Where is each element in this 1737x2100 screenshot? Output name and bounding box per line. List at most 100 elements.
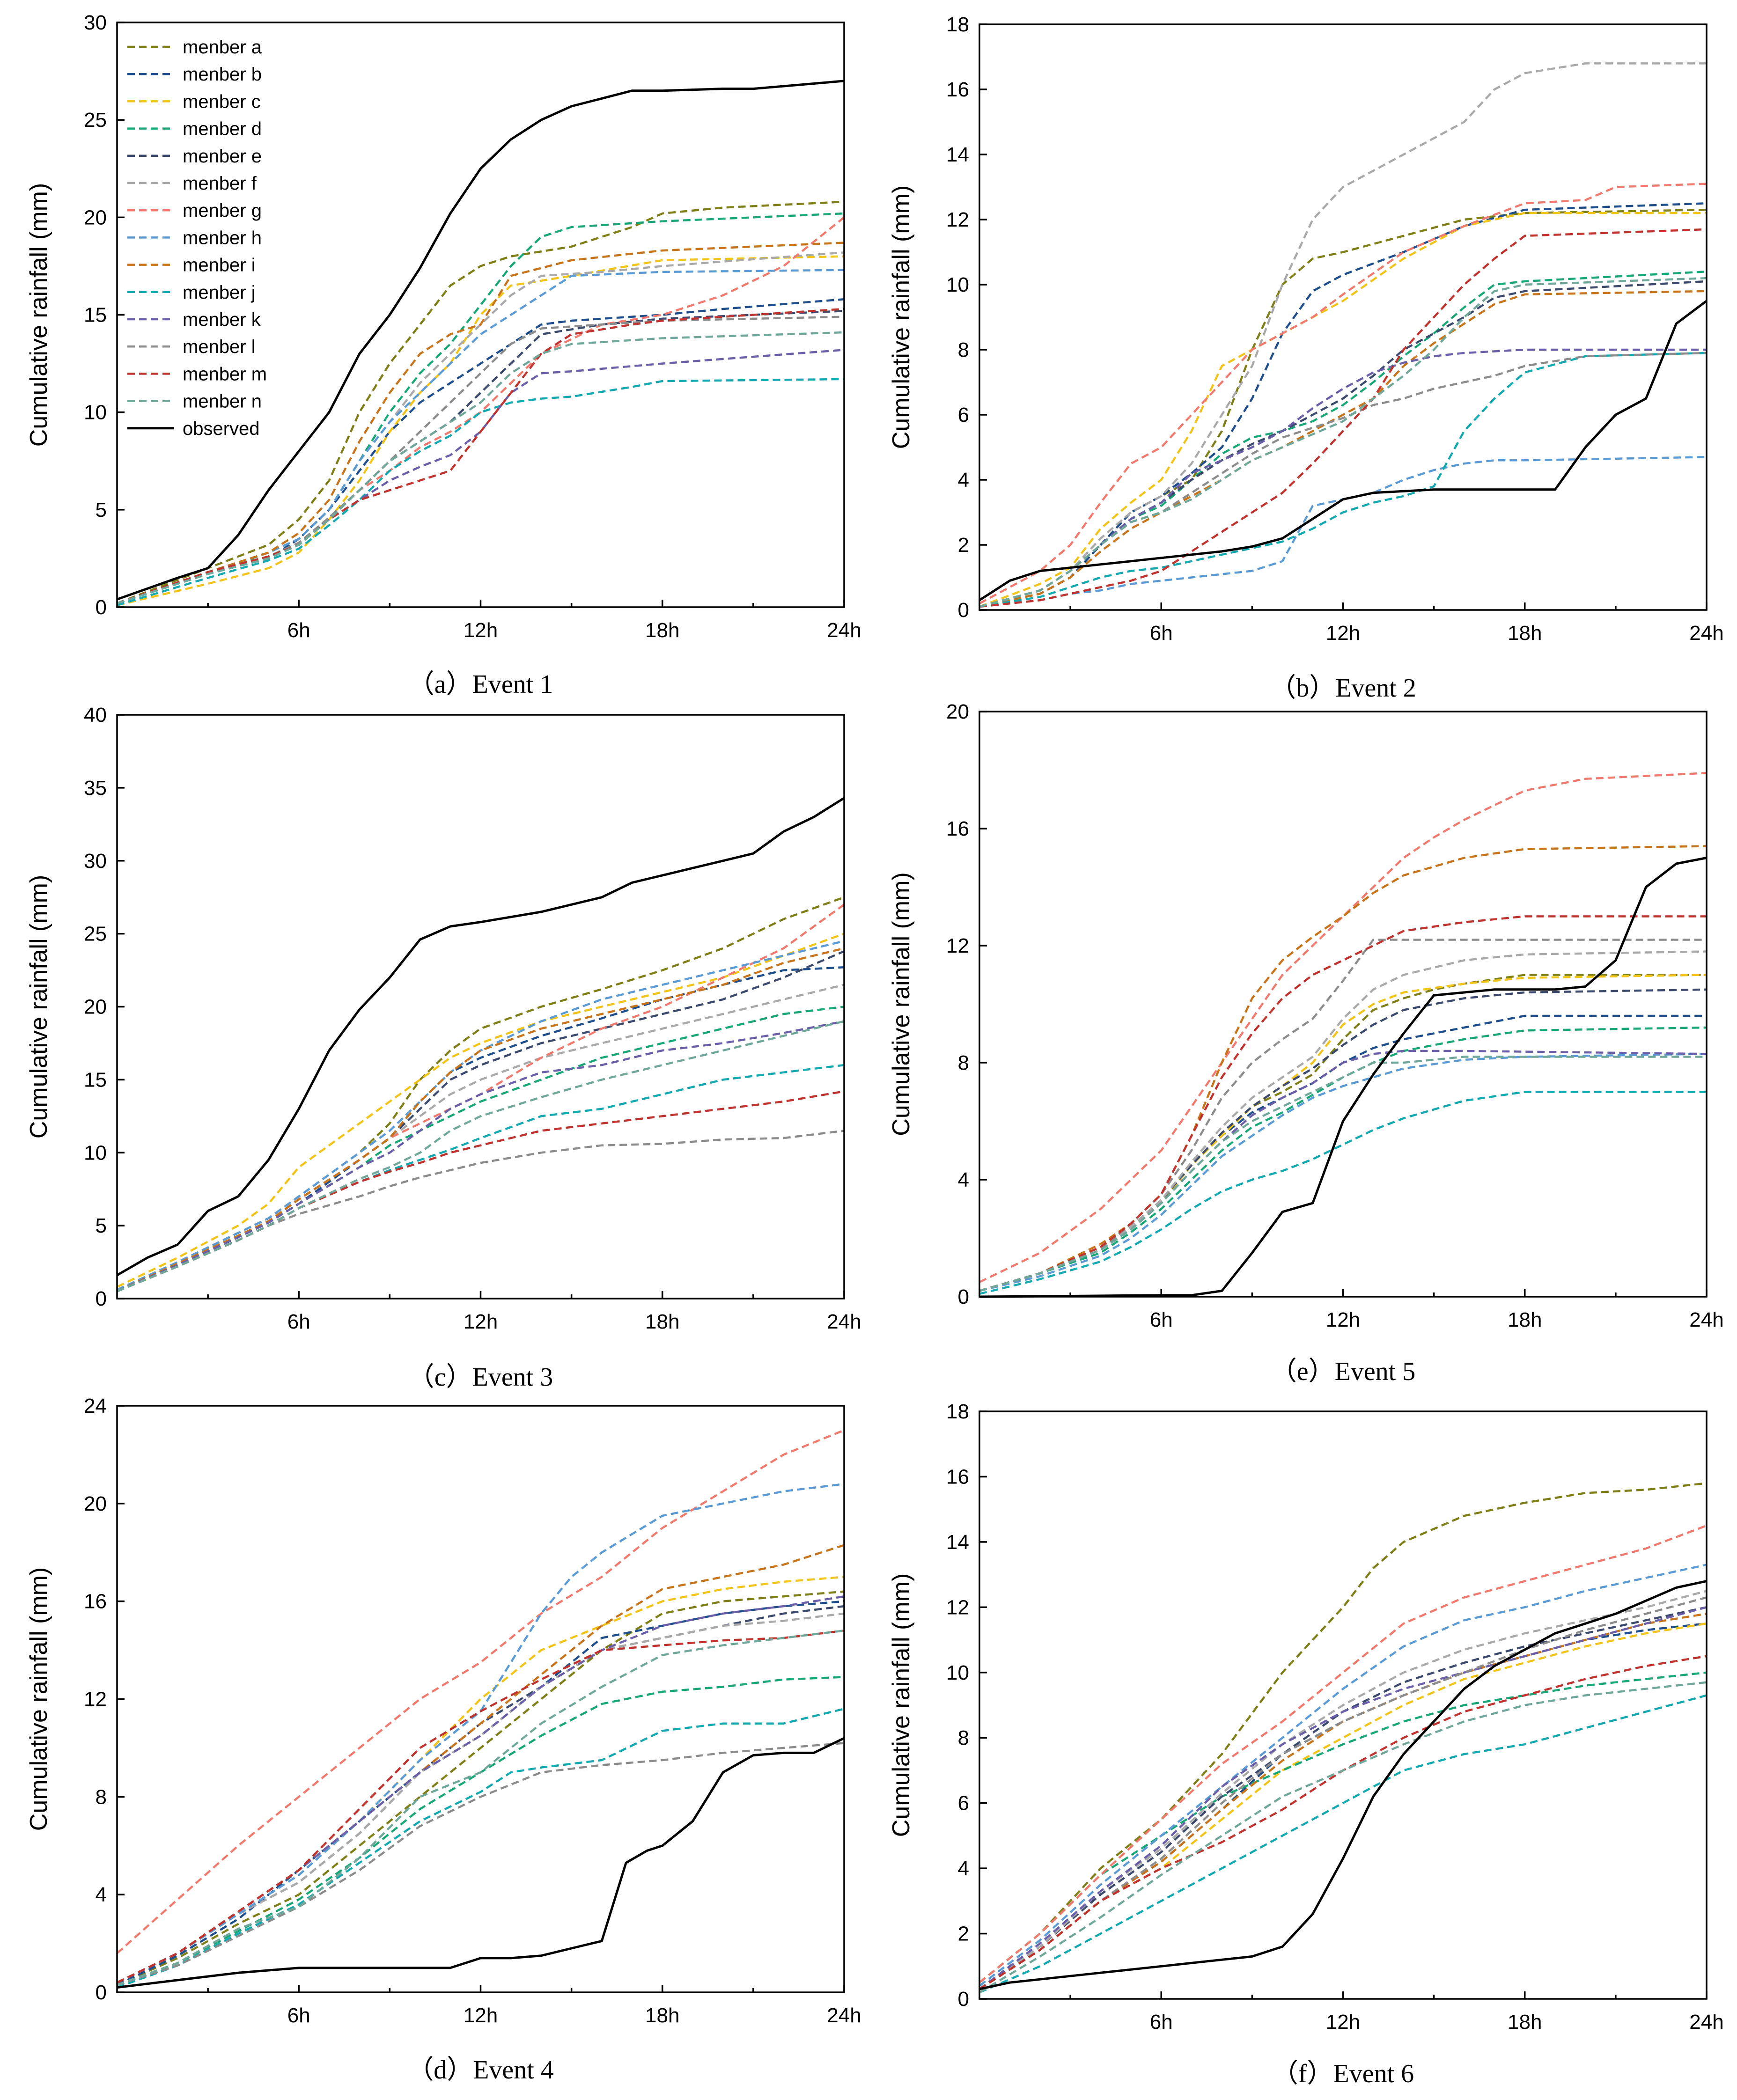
series-line-member-i: [979, 845, 1707, 1292]
series-line-member-j: [979, 1694, 1707, 1994]
series-line-member-f: [117, 984, 845, 1292]
panel-caption: （a）Event 1: [408, 670, 553, 699]
series-line-member-m: [117, 308, 845, 604]
legend-label-member-b: menber b: [183, 64, 262, 85]
y-tick-label: 30: [84, 11, 107, 34]
chart-panel-4: 0 4 8 12 16 20 6h 12h 18h 24h Cumulative rainfall …: [888, 700, 1724, 1386]
x-tick-label: 18h: [645, 1310, 679, 1333]
series-line-member-h: [979, 1564, 1707, 1987]
y-axis-label: Cumulative rainfall (mm): [25, 1567, 52, 1831]
legend-label-member-h: menber h: [183, 228, 262, 248]
series-line-member-e: [979, 1606, 1707, 1990]
series-line-member-a: [979, 974, 1707, 1292]
panel-caption: （f）Event 6: [1272, 2059, 1414, 2088]
y-tick-label: 0: [958, 1285, 969, 1308]
y-tick-label: 4: [958, 1168, 969, 1191]
series-line-member-k: [117, 349, 845, 604]
series-line-member-c: [979, 1622, 1707, 1990]
series-line-observed: [117, 80, 845, 601]
y-tick-label: 12: [84, 1688, 107, 1711]
x-tick-label: 18h: [1508, 622, 1542, 645]
series-line-observed: [117, 1737, 845, 1989]
y-tick-label: 16: [84, 1590, 107, 1613]
series-line-observed: [979, 1580, 1707, 1990]
legend-label-member-l: menber l: [183, 337, 256, 357]
legend-label-member-f: menber f: [183, 173, 257, 194]
x-tick-label: 18h: [1508, 1308, 1542, 1331]
series-line-member-d: [979, 1026, 1707, 1292]
y-tick-label: 8: [96, 1785, 107, 1808]
series-line-member-n: [117, 331, 845, 604]
x-tick-label: 6h: [287, 2004, 310, 2027]
series-line-member-j: [979, 1091, 1707, 1295]
x-tick-label: 24h: [827, 619, 861, 642]
series-line-member-h: [117, 940, 845, 1291]
x-tick-label: 12h: [464, 619, 498, 642]
series-line-member-h: [117, 1483, 845, 1984]
series-line-member-a: [117, 200, 845, 604]
series-line-member-g: [117, 903, 845, 1292]
y-tick-label: 5: [96, 1214, 107, 1237]
y-tick-label: 2: [958, 534, 969, 557]
y-tick-label: 25: [84, 109, 107, 132]
x-tick-label: 18h: [645, 619, 679, 642]
y-tick-label: 4: [958, 469, 969, 492]
legend-label-member-k: menber k: [183, 309, 261, 330]
y-tick-label: 16: [946, 78, 969, 101]
series-line-member-a: [117, 1590, 845, 1986]
series-line-member-k: [979, 1606, 1707, 1990]
series-line-member-k: [979, 348, 1707, 608]
y-tick-label: 12: [946, 208, 969, 231]
y-tick-label: 8: [958, 1051, 969, 1074]
y-tick-label: 10: [84, 1141, 107, 1164]
chart-panel-5: 0 4 8 12 16 20 24 6h 12h 18h 24h Cumulative rainfal…: [25, 1395, 861, 2085]
series-line-member-g: [979, 183, 1707, 605]
series-line-observed: [116, 797, 845, 1277]
y-tick-label: 0: [96, 596, 107, 619]
series-line-member-f: [117, 1612, 845, 1984]
y-tick-label: 6: [958, 1792, 969, 1815]
series-line-observed: [979, 300, 1708, 602]
series-line-member-l: [979, 352, 1707, 608]
series-line-member-a: [979, 208, 1707, 608]
chart-panel-2: 0 2 4 6 8 10 12 14 16 18 6h 12h 18h 24h Cumulative rai…: [888, 13, 1724, 703]
series-line-member-m: [979, 915, 1707, 1292]
y-tick-label: 14: [946, 1531, 969, 1554]
series-line-member-h: [979, 456, 1707, 608]
series-line-member-g: [979, 1524, 1707, 1983]
x-tick-label: 12h: [1326, 622, 1360, 645]
y-tick-label: 4: [958, 1857, 969, 1880]
series-line-member-f: [979, 62, 1707, 608]
series-line-member-n: [117, 1020, 845, 1292]
series-line-member-j: [117, 1064, 845, 1292]
y-tick-label: 16: [946, 817, 969, 840]
series-line-member-b: [117, 1600, 845, 1986]
x-tick-label: 6h: [1150, 622, 1173, 645]
x-tick-label: 24h: [1689, 2011, 1723, 2034]
series-line-member-b: [979, 1014, 1707, 1292]
y-tick-label: 8: [958, 1726, 969, 1749]
y-tick-label: 20: [84, 206, 107, 229]
x-tick-label: 24h: [827, 2004, 861, 2027]
series-line-member-k: [117, 1595, 845, 1984]
y-axis-label: Cumulative rainfall (mm): [888, 185, 915, 449]
x-tick-label: 6h: [287, 619, 310, 642]
series-line-member-f: [979, 1590, 1707, 1990]
series-line-member-k: [117, 1020, 845, 1292]
x-tick-label: 24h: [1689, 622, 1723, 645]
y-tick-label: 10: [84, 401, 107, 424]
y-tick-label: 35: [84, 777, 107, 800]
series-line-member-m: [979, 228, 1707, 608]
series-line-member-c: [979, 974, 1707, 1292]
series-line-member-b: [979, 1622, 1707, 1990]
x-tick-label: 6h: [1150, 1308, 1173, 1331]
y-axis-label: Cumulative rainfall (mm): [888, 1573, 915, 1837]
y-tick-label: 40: [84, 704, 107, 727]
legend-label-member-e: menber e: [183, 146, 262, 167]
y-tick-label: 16: [946, 1465, 969, 1488]
series-line-observed: [979, 857, 1707, 1298]
y-tick-label: 10: [946, 273, 969, 296]
y-tick-label: 5: [96, 499, 107, 521]
x-tick-label: 12h: [464, 1310, 498, 1333]
